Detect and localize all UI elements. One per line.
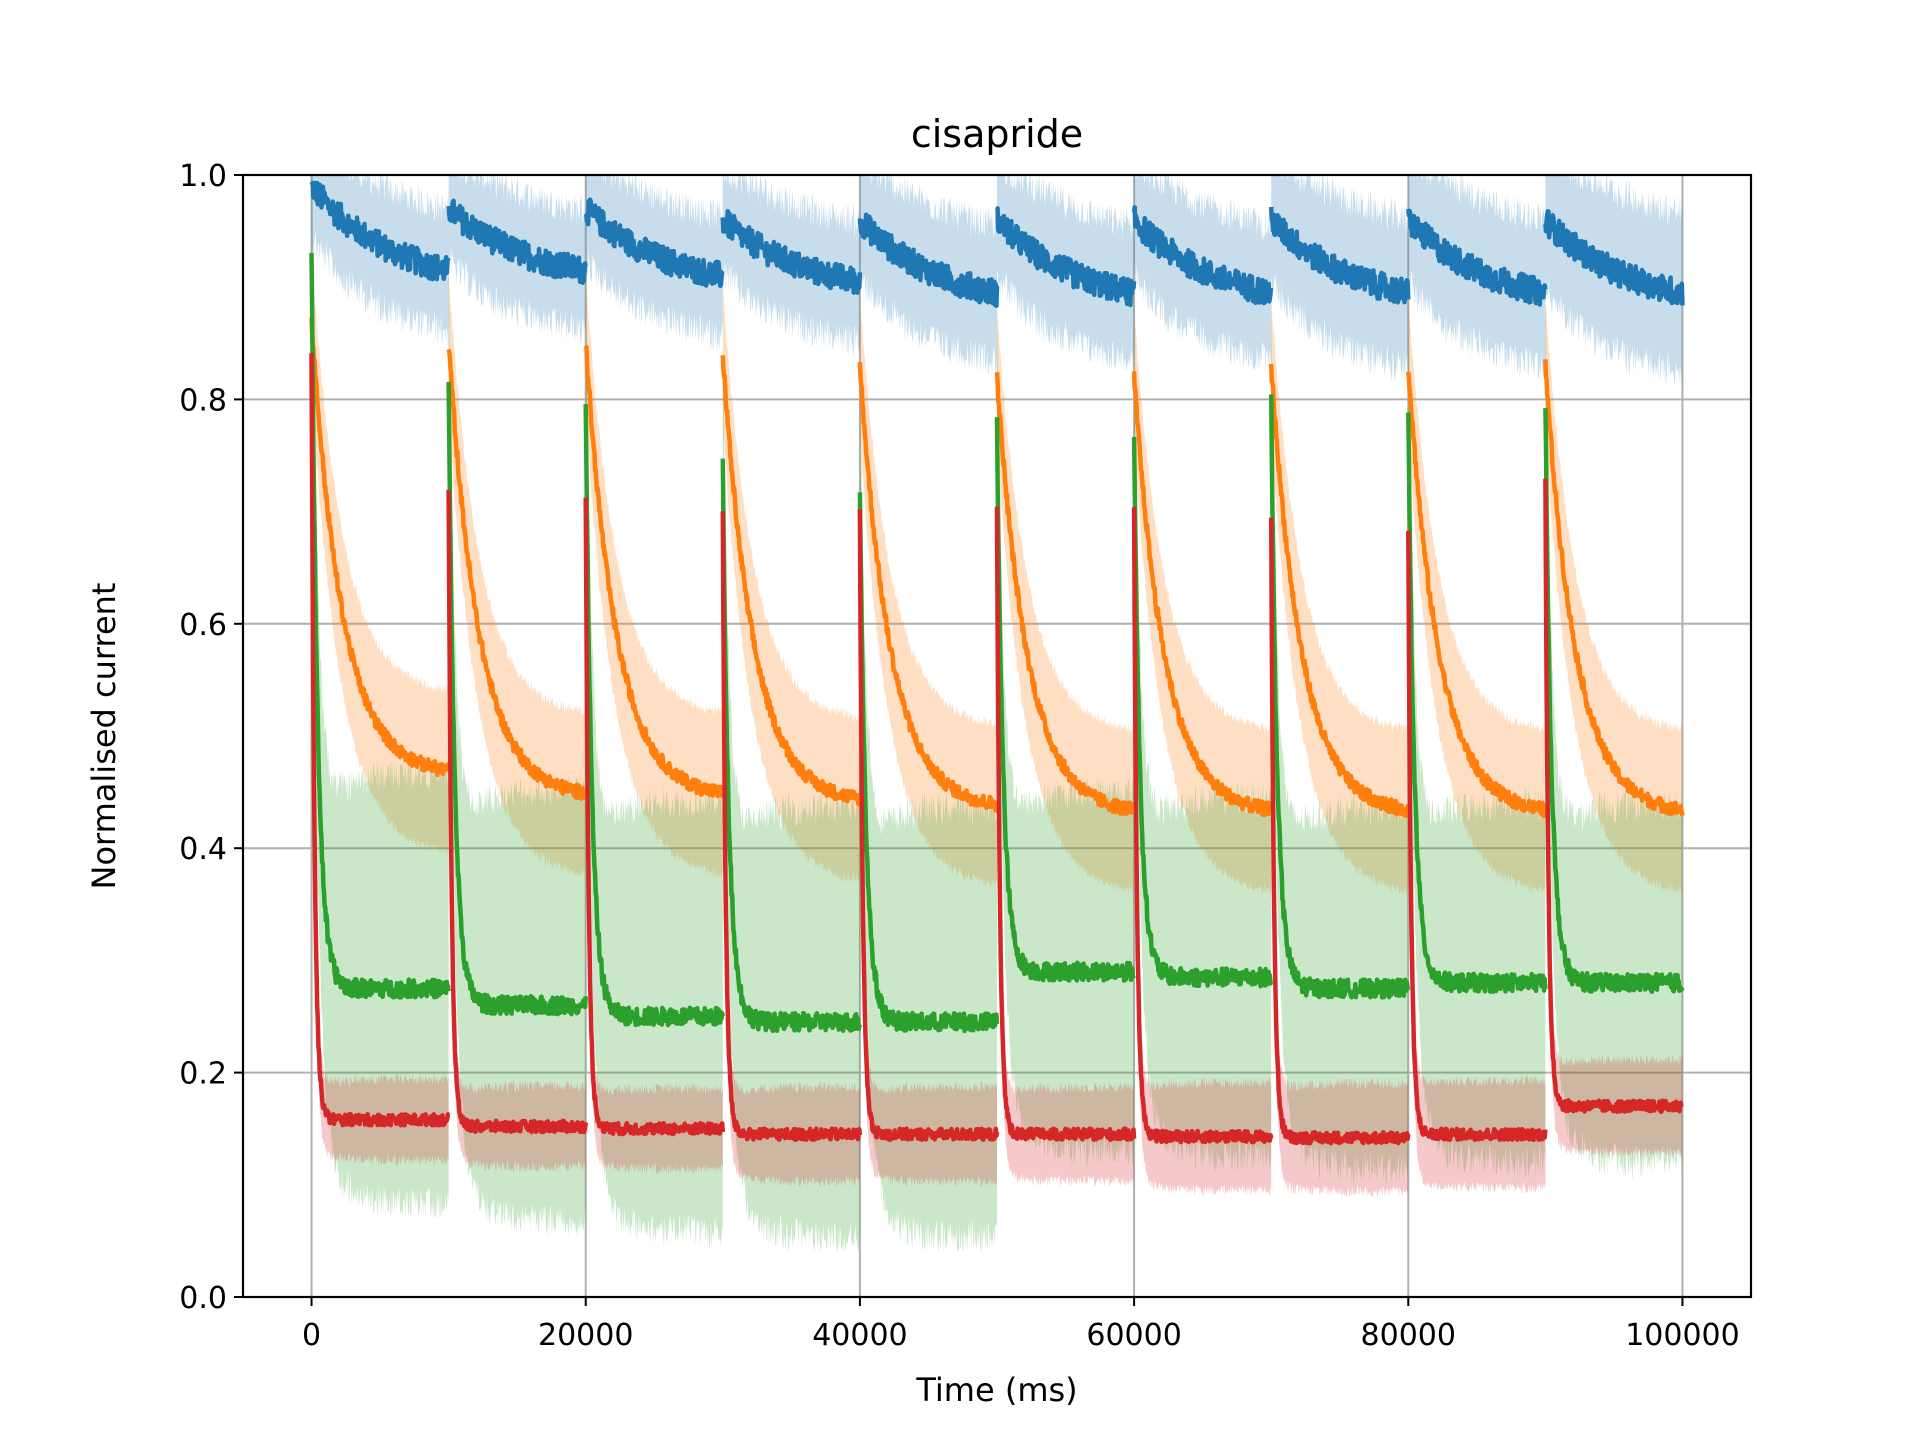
series-3-line-sweep-9 <box>1543 478 1685 1114</box>
series-1-line-sweep-3 <box>720 355 863 808</box>
series-1-band-sweep-0 <box>311 251 449 857</box>
series-3-band-sweep-9 <box>1545 438 1683 1159</box>
series-3-line-sweep-2 <box>583 497 726 1137</box>
series-3-line-sweep-1 <box>446 489 588 1135</box>
series-1-line-sweep-7 <box>1268 363 1411 819</box>
series-1-line-sweep-5 <box>994 372 1137 817</box>
x-tick-label-0: 0 <box>302 1318 321 1353</box>
series-3-band-sweep-0 <box>311 325 449 1166</box>
series-2-line-sweep-1 <box>446 381 588 1017</box>
series-3-band-sweep-1 <box>448 451 586 1173</box>
series-3-band-sweep-5 <box>997 467 1135 1187</box>
series-1-line-sweep-0 <box>309 317 451 778</box>
ticks: 0 20000 40000 60000 80000 100000 0.0 0.2 0.4 0.6 0… <box>179 159 1739 1353</box>
axes-frame <box>241 173 1753 1299</box>
series-1-band-sweep-4 <box>859 300 997 889</box>
series-3-band-sweep-3 <box>722 472 860 1187</box>
series-1-line-sweep-8 <box>1406 371 1548 819</box>
y-tick-label-5: 1.0 <box>179 159 227 194</box>
x-tick-label-2: 40000 <box>812 1318 907 1353</box>
series-2-line-sweep-0 <box>309 252 451 1000</box>
series-2-line-sweep-5 <box>994 417 1136 983</box>
series-1-line-sweep-2 <box>583 344 726 799</box>
series-0-line-sweep-7 <box>1268 206 1411 305</box>
y-tick-label-3: 0.6 <box>179 608 227 643</box>
series-3-line-sweep-7 <box>1268 517 1411 1146</box>
series-0-band-sweep-2 <box>585 175 723 353</box>
series-3-line-sweep-5 <box>994 506 1137 1143</box>
series-1-band-sweep-1 <box>448 273 586 878</box>
series-1-band-sweep-2 <box>585 274 723 878</box>
series-2-line-sweep-4 <box>857 492 1000 1034</box>
series-2-band-sweep-0 <box>311 175 449 1220</box>
y-tick-label-0: 0.0 <box>179 1281 227 1316</box>
series-0-line-sweep-5 <box>995 206 1137 308</box>
series-0-line-sweep-4 <box>857 212 1000 309</box>
series-1-line-sweep-4 <box>857 362 1000 813</box>
series-2-line-sweep-8 <box>1406 412 1548 995</box>
series-2-band-sweep-2 <box>585 261 723 1249</box>
series-2-band-sweep-9 <box>1545 297 1683 1178</box>
series-3-line-sweep-3 <box>720 511 863 1143</box>
series-2-band-sweep-6 <box>1134 324 1272 1174</box>
series-0-line-sweep-1 <box>446 198 588 285</box>
x-axis-label: Time (ms) <box>915 1371 1077 1409</box>
series-3-line-sweep-8 <box>1406 530 1548 1143</box>
series-2-line-sweep-3 <box>720 458 863 1034</box>
series-2-band-sweep-1 <box>448 243 586 1236</box>
series-3-line-sweep-4 <box>857 509 1000 1143</box>
series-2-line-sweep-6 <box>1131 436 1274 989</box>
y-tick-label-4: 0.8 <box>179 383 227 418</box>
x-tick-label-5: 100000 <box>1625 1318 1740 1353</box>
series-2-line-sweep-2 <box>583 404 726 1028</box>
y-axis-label: Normalised current <box>85 583 123 890</box>
series-1-line-sweep-6 <box>1131 371 1274 818</box>
series-1-band-sweep-5 <box>997 308 1135 896</box>
series-3-band-sweep-4 <box>859 469 997 1187</box>
series-2-line-sweep-9 <box>1543 408 1685 995</box>
series-1-band-sweep-9 <box>1545 301 1683 896</box>
series-1-band-sweep-7 <box>1271 296 1409 896</box>
series-1-band-sweep-6 <box>1134 310 1272 895</box>
series-3-line-sweep-0 <box>309 353 451 1128</box>
series-1-band-sweep-8 <box>1408 298 1546 894</box>
series-2-band-sweep-8 <box>1408 308 1546 1179</box>
y-tick-label-1: 0.2 <box>179 1057 227 1092</box>
series-3-band-sweep-2 <box>585 466 723 1175</box>
series-0-line-sweep-6 <box>1131 205 1274 306</box>
series-0-line-sweep-3 <box>720 208 863 295</box>
series-2-band-sweep-5 <box>997 314 1135 1167</box>
x-tick-label-1: 20000 <box>538 1318 633 1353</box>
series-1-line-sweep-1 <box>446 348 588 802</box>
series-0-band-sweep-8 <box>1408 175 1546 381</box>
series-0-line-sweep-8 <box>1406 208 1548 307</box>
x-tick-label-4: 80000 <box>1361 1318 1456 1353</box>
series-2-line-sweep-7 <box>1268 394 1411 1000</box>
x-tick-label-3: 60000 <box>1086 1318 1181 1353</box>
series-1-band-sweep-3 <box>722 285 860 885</box>
chart-title: cisapride <box>911 112 1083 156</box>
series-3-line-sweep-6 <box>1131 507 1274 1145</box>
series-0-line-sweep-9 <box>1543 209 1685 306</box>
series-0-line-sweep-0 <box>309 180 451 282</box>
series-2-band-sweep-7 <box>1271 289 1409 1185</box>
series-lines <box>309 180 1685 1146</box>
series-0-line-sweep-2 <box>583 197 725 289</box>
series-1-line-sweep-9 <box>1543 359 1685 817</box>
y-tick-label-2: 0.4 <box>179 832 227 867</box>
